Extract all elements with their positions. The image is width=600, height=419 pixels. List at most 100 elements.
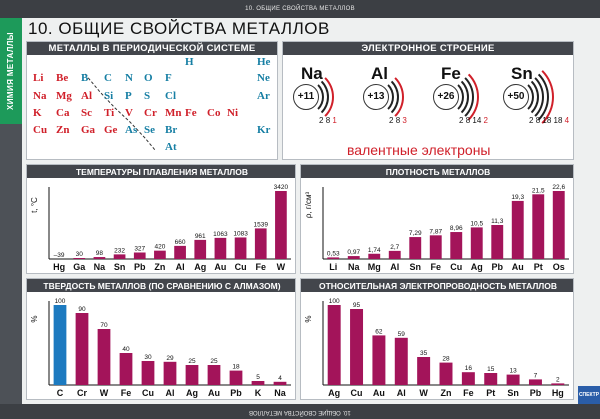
data-label: 2 [556,376,560,383]
shell-count: 2 [389,116,394,125]
data-label: 1539 [254,221,269,228]
chart-title: ТЕМПЕРАТУРЫ ПЛАВЛЕНИЯ МЕТАЛЛОВ [76,167,248,177]
data-label: 1063 [213,231,228,238]
data-label: 420 [154,244,165,251]
category-label: Al [390,262,399,272]
electron-shell-arc [348,69,404,125]
shell-count: 2 [529,116,534,125]
data-label: 10,5 [470,220,483,227]
data-label: 2,7 [390,244,399,251]
bar [207,365,221,385]
bar [75,313,89,385]
category-label: Os [553,262,565,272]
shell-counts: 2 8 1 [319,116,337,125]
chart-heading-bg [301,165,573,178]
element-li: Li [33,72,44,84]
bar [470,227,483,259]
element-ni: Ni [227,107,238,119]
element-cr: Cr [144,107,157,119]
bar [552,191,565,259]
subject-tab: ХИМИЯ МЕТАЛЛЫ [0,18,22,124]
valence-count: 3 [402,116,407,125]
bar [388,250,401,259]
shell-count: 8 [535,116,541,125]
bar [461,372,475,385]
category-label: Cu [142,388,154,398]
data-label: 11,3 [491,218,504,225]
valence-count: 4 [564,116,570,125]
element-v: V [125,107,133,119]
bar [532,194,545,259]
bar [234,237,247,259]
category-label: Fe [463,388,474,398]
data-label: 98 [96,250,104,257]
bar [229,370,243,385]
bar [528,379,542,385]
category-label: Na [274,388,286,398]
data-label: 25 [210,358,218,365]
bar [133,252,146,259]
chart-title: ОТНОСИТЕЛЬНАЯ ЭЛЕКТРОПРОВОДНОСТЬ МЕТАЛЛО… [319,281,557,291]
category-label: Na [94,262,106,272]
electron-shell-arc [283,69,334,125]
element-ca: Ca [56,107,70,119]
category-label: Mg [368,262,381,272]
data-label: 30 [76,251,84,258]
category-label: Ga [73,262,86,272]
category-label: Au [512,262,524,272]
data-label: 8,96 [450,225,463,232]
element-cu: Cu [33,124,48,136]
chart-title: ПЛОТНОСТЬ МЕТАЛЛОВ [386,167,491,177]
valence-count: 1 [332,116,337,125]
category-label: Zn [154,262,165,272]
category-label: Hg [552,388,564,398]
valence-electrons-label: валентные электроны [347,142,491,158]
category-label: Fe [121,388,132,398]
data-label: 18 [232,364,240,371]
element-at: At [165,141,177,153]
hardness-chart: ТВЕРДОСТЬ МЕТАЛЛОВ (ПО СРАВНЕНИЮ С АЛМАЗ… [27,279,295,398]
periodic-heading: МЕТАЛЛЫ В ПЕРИОДИЧЕСКОЙ СИСТЕМЕ [27,42,277,55]
element-ga: Ga [81,124,96,136]
bar [254,228,267,259]
data-label: 13 [509,368,517,375]
bar [273,381,287,385]
bar [417,357,431,385]
bottom-strip-text: 10. ОБЩИЕ СВОЙСТВА МЕТАЛЛОВ [249,409,351,415]
element-si: Si [104,90,114,102]
publisher-logo: СПЕКТР [578,386,600,404]
category-label: Pb [530,388,542,398]
shell-count: 18 [542,116,552,125]
category-label: Fe [430,262,441,272]
y-axis-label: ρ, г/см³ [304,192,313,219]
element-n: N [125,72,133,84]
y-axis-label: % [30,315,39,322]
data-label: 100 [329,298,340,305]
category-label: Cu [450,262,462,272]
category-label: Li [329,262,337,272]
bar [214,237,227,259]
conductivity-chart: ОТНОСИТЕЛЬНАЯ ЭЛЕКТРОПРОВОДНОСТЬ МЕТАЛЛО… [301,279,573,398]
density-chart: ПЛОТНОСТЬ МЕТАЛЛОВ ρ, г/см³ 0,53 Li 0,97 Na 1,… [301,165,573,272]
bar [484,373,498,385]
bar [163,361,177,385]
bar [491,225,504,259]
data-label: 90 [78,306,86,313]
element-se: Se [144,124,155,136]
chart-heading-bg [27,165,295,178]
metal-boundary-line [84,73,156,151]
shell-count: 18 [553,116,563,125]
data-label: 35 [420,350,428,357]
bar [93,257,106,259]
category-label: K [255,388,262,398]
bar [368,253,381,259]
data-label: 7 [534,372,538,379]
bar [372,335,386,385]
category-label: C [57,388,64,398]
category-label: W [419,388,428,398]
category-label: Au [208,388,220,398]
element-as: As [125,124,138,136]
element-al: Al [81,90,92,102]
category-label: Pt [534,262,543,272]
chart-heading-bg [301,279,573,292]
